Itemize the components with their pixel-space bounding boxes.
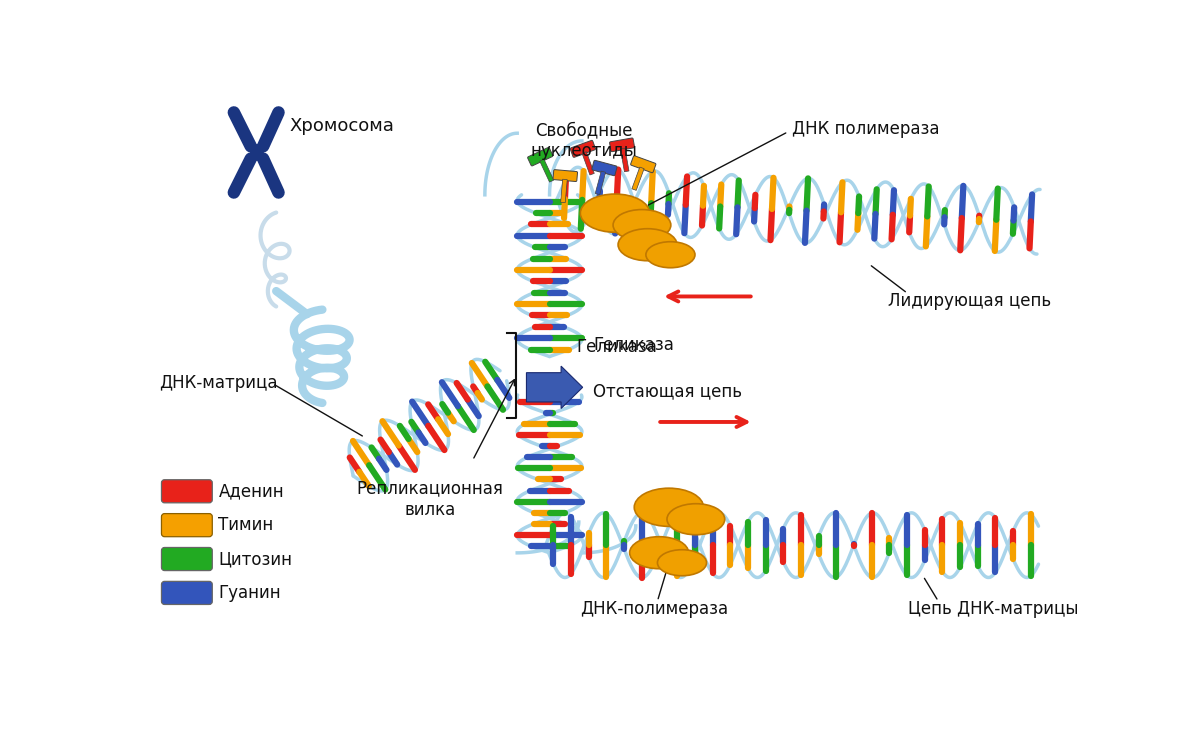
Ellipse shape	[635, 489, 703, 526]
FancyBboxPatch shape	[570, 140, 595, 157]
FancyBboxPatch shape	[162, 548, 212, 570]
Ellipse shape	[630, 537, 689, 569]
Bar	[582, 152, 594, 175]
Text: Цепь ДНК-матрицы: Цепь ДНК-матрицы	[907, 600, 1078, 618]
Ellipse shape	[667, 504, 725, 535]
Ellipse shape	[618, 229, 677, 261]
Text: Репликационная
вилка: Репликационная вилка	[356, 480, 504, 519]
Text: ДНК-матрица: ДНК-матрица	[160, 374, 277, 393]
Bar	[620, 148, 629, 172]
Text: Геликаза: Геликаза	[594, 336, 674, 354]
Text: Цитозин: Цитозин	[218, 550, 293, 568]
Ellipse shape	[250, 144, 264, 161]
FancyBboxPatch shape	[162, 514, 212, 537]
Text: Отстающая цепь: Отстающая цепь	[594, 382, 743, 400]
FancyBboxPatch shape	[528, 148, 553, 166]
Text: Аденин: Аденин	[218, 482, 284, 500]
FancyBboxPatch shape	[553, 170, 577, 182]
Text: Геликаза: Геликаза	[576, 338, 658, 356]
FancyBboxPatch shape	[162, 582, 212, 604]
Bar	[560, 179, 568, 203]
Text: Тимин: Тимин	[218, 516, 274, 534]
Bar	[595, 171, 606, 195]
FancyBboxPatch shape	[610, 138, 635, 152]
Bar	[632, 167, 644, 190]
Text: Гуанин: Гуанин	[218, 584, 281, 602]
Text: Хромосома: Хромосома	[289, 117, 394, 134]
Text: Лидирующая цепь: Лидирующая цепь	[888, 292, 1051, 310]
FancyBboxPatch shape	[631, 156, 656, 173]
Text: ДНК полимераза: ДНК полимераза	[792, 120, 940, 138]
FancyBboxPatch shape	[592, 160, 617, 176]
Ellipse shape	[658, 550, 707, 576]
Bar	[540, 159, 553, 182]
Text: ДНК-полимераза: ДНК-полимераза	[581, 600, 728, 618]
Ellipse shape	[646, 242, 695, 268]
Text: Свободные
нуклеотиды: Свободные нуклеотиды	[530, 122, 637, 160]
FancyArrow shape	[527, 366, 583, 409]
Ellipse shape	[581, 194, 649, 232]
FancyBboxPatch shape	[162, 480, 212, 503]
Ellipse shape	[613, 210, 671, 241]
